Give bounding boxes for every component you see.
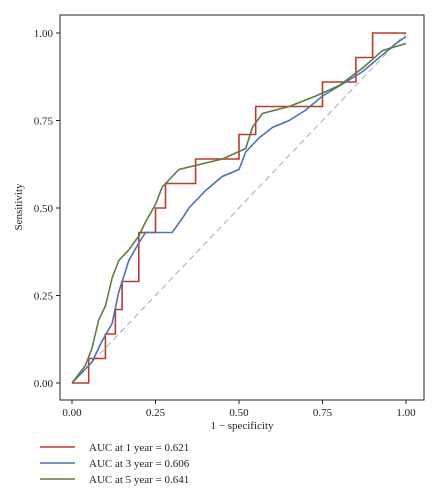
legend-label-1: AUC at 1 year = 0.621 [89,442,189,454]
series-layer [71,32,407,384]
plot-frame [59,14,425,401]
x-tick-label: 0.00 [62,407,82,419]
x-tick-label: 0.75 [313,407,333,419]
x-tick-label: 0.50 [229,407,249,419]
legend: AUC at 1 year = 0.621 AUC at 3 year = 0.6… [40,442,190,486]
legend-label-3: AUC at 5 year = 0.641 [89,474,189,486]
series-line-1 [72,32,406,384]
y-tick-label: 0.25 [34,291,54,303]
legend-label-2: AUC at 3 year = 0.606 [89,458,190,470]
y-tick-label: 0.75 [34,116,54,128]
x-tick-label: 1.00 [396,407,416,419]
y-tick-label: 0.50 [34,203,54,215]
series-line-3 [71,42,407,384]
y-axis-title: Sensitivity [13,183,25,231]
x-axis: 0.00 0.25 0.50 0.75 1.00 [62,400,416,419]
reference-diagonal [71,32,407,384]
y-tick-label: 0.00 [34,378,54,390]
y-axis: 0.00 0.25 0.50 0.75 1.00 [34,28,60,390]
y-tick-label: 1.00 [34,28,54,40]
x-tick-label: 0.25 [146,407,166,419]
x-axis-title: 1 − specificity [210,420,274,432]
